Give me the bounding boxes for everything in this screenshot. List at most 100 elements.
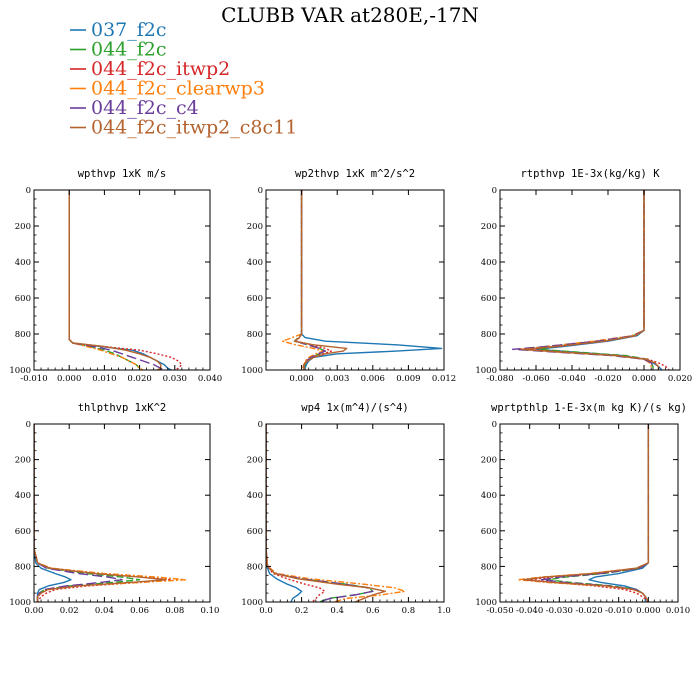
panel-title: thlpthvp 1xK^2 <box>78 402 167 414</box>
x-tick-label: -0.010 <box>20 374 47 384</box>
y-tick-label: 0 <box>258 420 263 430</box>
y-tick-label: 200 <box>481 222 497 232</box>
legend-item: 044_f2c_itwp2 <box>70 58 230 80</box>
x-tick-label: 0.0 <box>259 606 273 616</box>
legend-item: 044_f2c_c4 <box>70 97 199 119</box>
x-tick-label: -0.020 <box>594 374 621 384</box>
series-line-037_f2c <box>34 424 72 602</box>
series-group <box>281 190 443 370</box>
y-tick-label: 0 <box>26 186 31 196</box>
y-tick-label: 0 <box>258 186 263 196</box>
series-line-044_f2c_itwp2 <box>68 190 183 370</box>
y-tick-label: 600 <box>247 527 263 537</box>
panel-title: wpthvp 1xK m/s <box>78 168 167 180</box>
series-group <box>34 424 187 602</box>
panel-title: rtpthvp 1E-3x(kg/kg) K <box>520 168 660 180</box>
y-tick-label: 1000 <box>9 598 31 608</box>
x-tick-label: -0.080 <box>486 374 513 384</box>
x-tick-label: 0.00 <box>25 606 44 616</box>
chart-panel: wp2thvp 1xK m^2/s^2 0.000 0.003 0.006 0.009 0… <box>241 168 456 384</box>
chart-panel: wp4 1x(m^4)/(s^4) 0.0 0.2 0.4 0.6 0.8 1.0 0 200 4… <box>241 402 450 616</box>
series-line-044_f2c_clearwp3 <box>266 424 406 602</box>
legend-label: 044_f2c_itwp2 <box>91 58 230 80</box>
panel-title: wp2thvp 1xK m^2/s^2 <box>295 168 415 180</box>
x-tick-label: 0.08 <box>165 606 184 616</box>
x-tick-label: 0.4 <box>330 606 344 616</box>
y-tick-label: 1000 <box>475 598 497 608</box>
series-line-037_f2c <box>588 424 650 602</box>
x-tick-label: -0.010 <box>605 606 632 616</box>
chart-panels: wpthvp 1xK m/s-0.010 0.000 0.010 0.020 0.030… <box>9 168 692 616</box>
legend-item: 044_f2c_clearwp3 <box>70 78 265 100</box>
y-tick-label: 400 <box>247 491 263 501</box>
x-tick-label: 0.000 <box>632 374 656 384</box>
y-tick-label: 200 <box>15 456 31 466</box>
series-line-044_f2c_c4 <box>68 190 165 370</box>
x-tick-label: 0.000 <box>289 374 313 384</box>
x-tick-label: 0.040 <box>198 374 222 384</box>
legend-item: 037_f2c <box>70 19 167 41</box>
series-line-044_f2c_c4 <box>294 190 327 370</box>
series-line-044_f2c_itwp2_c8c11 <box>68 190 162 370</box>
x-tick-label: 0.020 <box>127 374 151 384</box>
x-tick-label: -0.020 <box>575 606 602 616</box>
y-tick-label: 0 <box>492 186 497 196</box>
x-tick-label: 0.02 <box>60 606 79 616</box>
panel-title: wp4 1x(m^4)/(s^4) <box>301 402 408 414</box>
series-line-044_f2c_itwp2_c8c11 <box>520 190 660 370</box>
y-tick-label: 600 <box>15 527 31 537</box>
x-tick-label: -0.040 <box>516 606 543 616</box>
y-tick-label: 200 <box>247 222 263 232</box>
y-tick-label: 800 <box>247 562 263 572</box>
y-tick-label: 800 <box>15 562 31 572</box>
legend-label: 044_f2c_clearwp3 <box>91 78 265 100</box>
y-tick-label: 400 <box>481 258 497 268</box>
y-tick-label: 0 <box>492 420 497 430</box>
legend-label: 037_f2c <box>91 19 167 41</box>
x-tick-label: 0.10 <box>201 606 220 616</box>
series-group <box>511 190 670 370</box>
x-tick-label: -0.030 <box>546 606 573 616</box>
y-tick-label: 600 <box>481 527 497 537</box>
x-tick-label: 0.2 <box>295 606 309 616</box>
legend-label: 044_f2c_itwp2_c8c11 <box>91 117 297 139</box>
series-line-044_f2c_itwp2_c8c11 <box>266 424 386 602</box>
x-tick-label: -0.060 <box>522 374 549 384</box>
series-group <box>68 190 183 370</box>
y-tick-label: 400 <box>247 258 263 268</box>
x-tick-label: 0.6 <box>366 606 380 616</box>
series-line-037_f2c <box>68 190 172 370</box>
x-tick-label: -0.050 <box>486 606 513 616</box>
chart-panel: wpthvp 1xK m/s -0.010 0.000 0.010 0.020 0.030… <box>9 168 222 384</box>
series-line-044_f2c_clearwp3 <box>68 190 144 370</box>
x-tick-label: 0.000 <box>636 606 660 616</box>
x-tick-label: 0.009 <box>396 374 420 384</box>
panel-title: wprtpthlp 1-E-3x(m kg K)/(s kg) <box>491 402 687 414</box>
legend-item: 044_f2c <box>70 39 167 61</box>
series-line-044_f2c_itwp2_c8c11 <box>293 190 348 370</box>
legend-label: 044_f2c <box>91 39 167 61</box>
chart-panel: wprtpthlp 1-E-3x(m kg K)/(s kg)-0.050 -0.… <box>475 402 690 616</box>
y-tick-label: 1000 <box>241 366 263 376</box>
plot-frame <box>33 189 211 371</box>
x-tick-label: 0.010 <box>666 606 690 616</box>
y-tick-label: 0 <box>26 420 31 430</box>
figure-title: CLUBB VAR at280E,-17N <box>221 3 479 27</box>
series-line-044_f2c <box>293 190 327 370</box>
y-tick-label: 400 <box>15 491 31 501</box>
series-line-044_f2c_itwp2 <box>266 424 326 602</box>
y-tick-label: 600 <box>247 294 263 304</box>
x-tick-label: -0.040 <box>558 374 585 384</box>
y-tick-label: 1000 <box>475 366 497 376</box>
x-tick-label: 0.000 <box>57 374 81 384</box>
series-line-037_f2c <box>535 190 663 370</box>
x-tick-label: 0.06 <box>130 606 149 616</box>
series-line-044_f2c_c4 <box>34 424 123 602</box>
legend: 037_f2c044_f2c044_f2c_itwp2044_f2c_clear… <box>70 19 297 139</box>
series-group <box>517 424 650 602</box>
y-tick-label: 1000 <box>241 598 263 608</box>
y-tick-label: 800 <box>481 330 497 340</box>
x-tick-label: 0.006 <box>361 374 385 384</box>
series-group <box>266 424 406 602</box>
series-line-044_f2c_itwp2 <box>34 424 172 602</box>
